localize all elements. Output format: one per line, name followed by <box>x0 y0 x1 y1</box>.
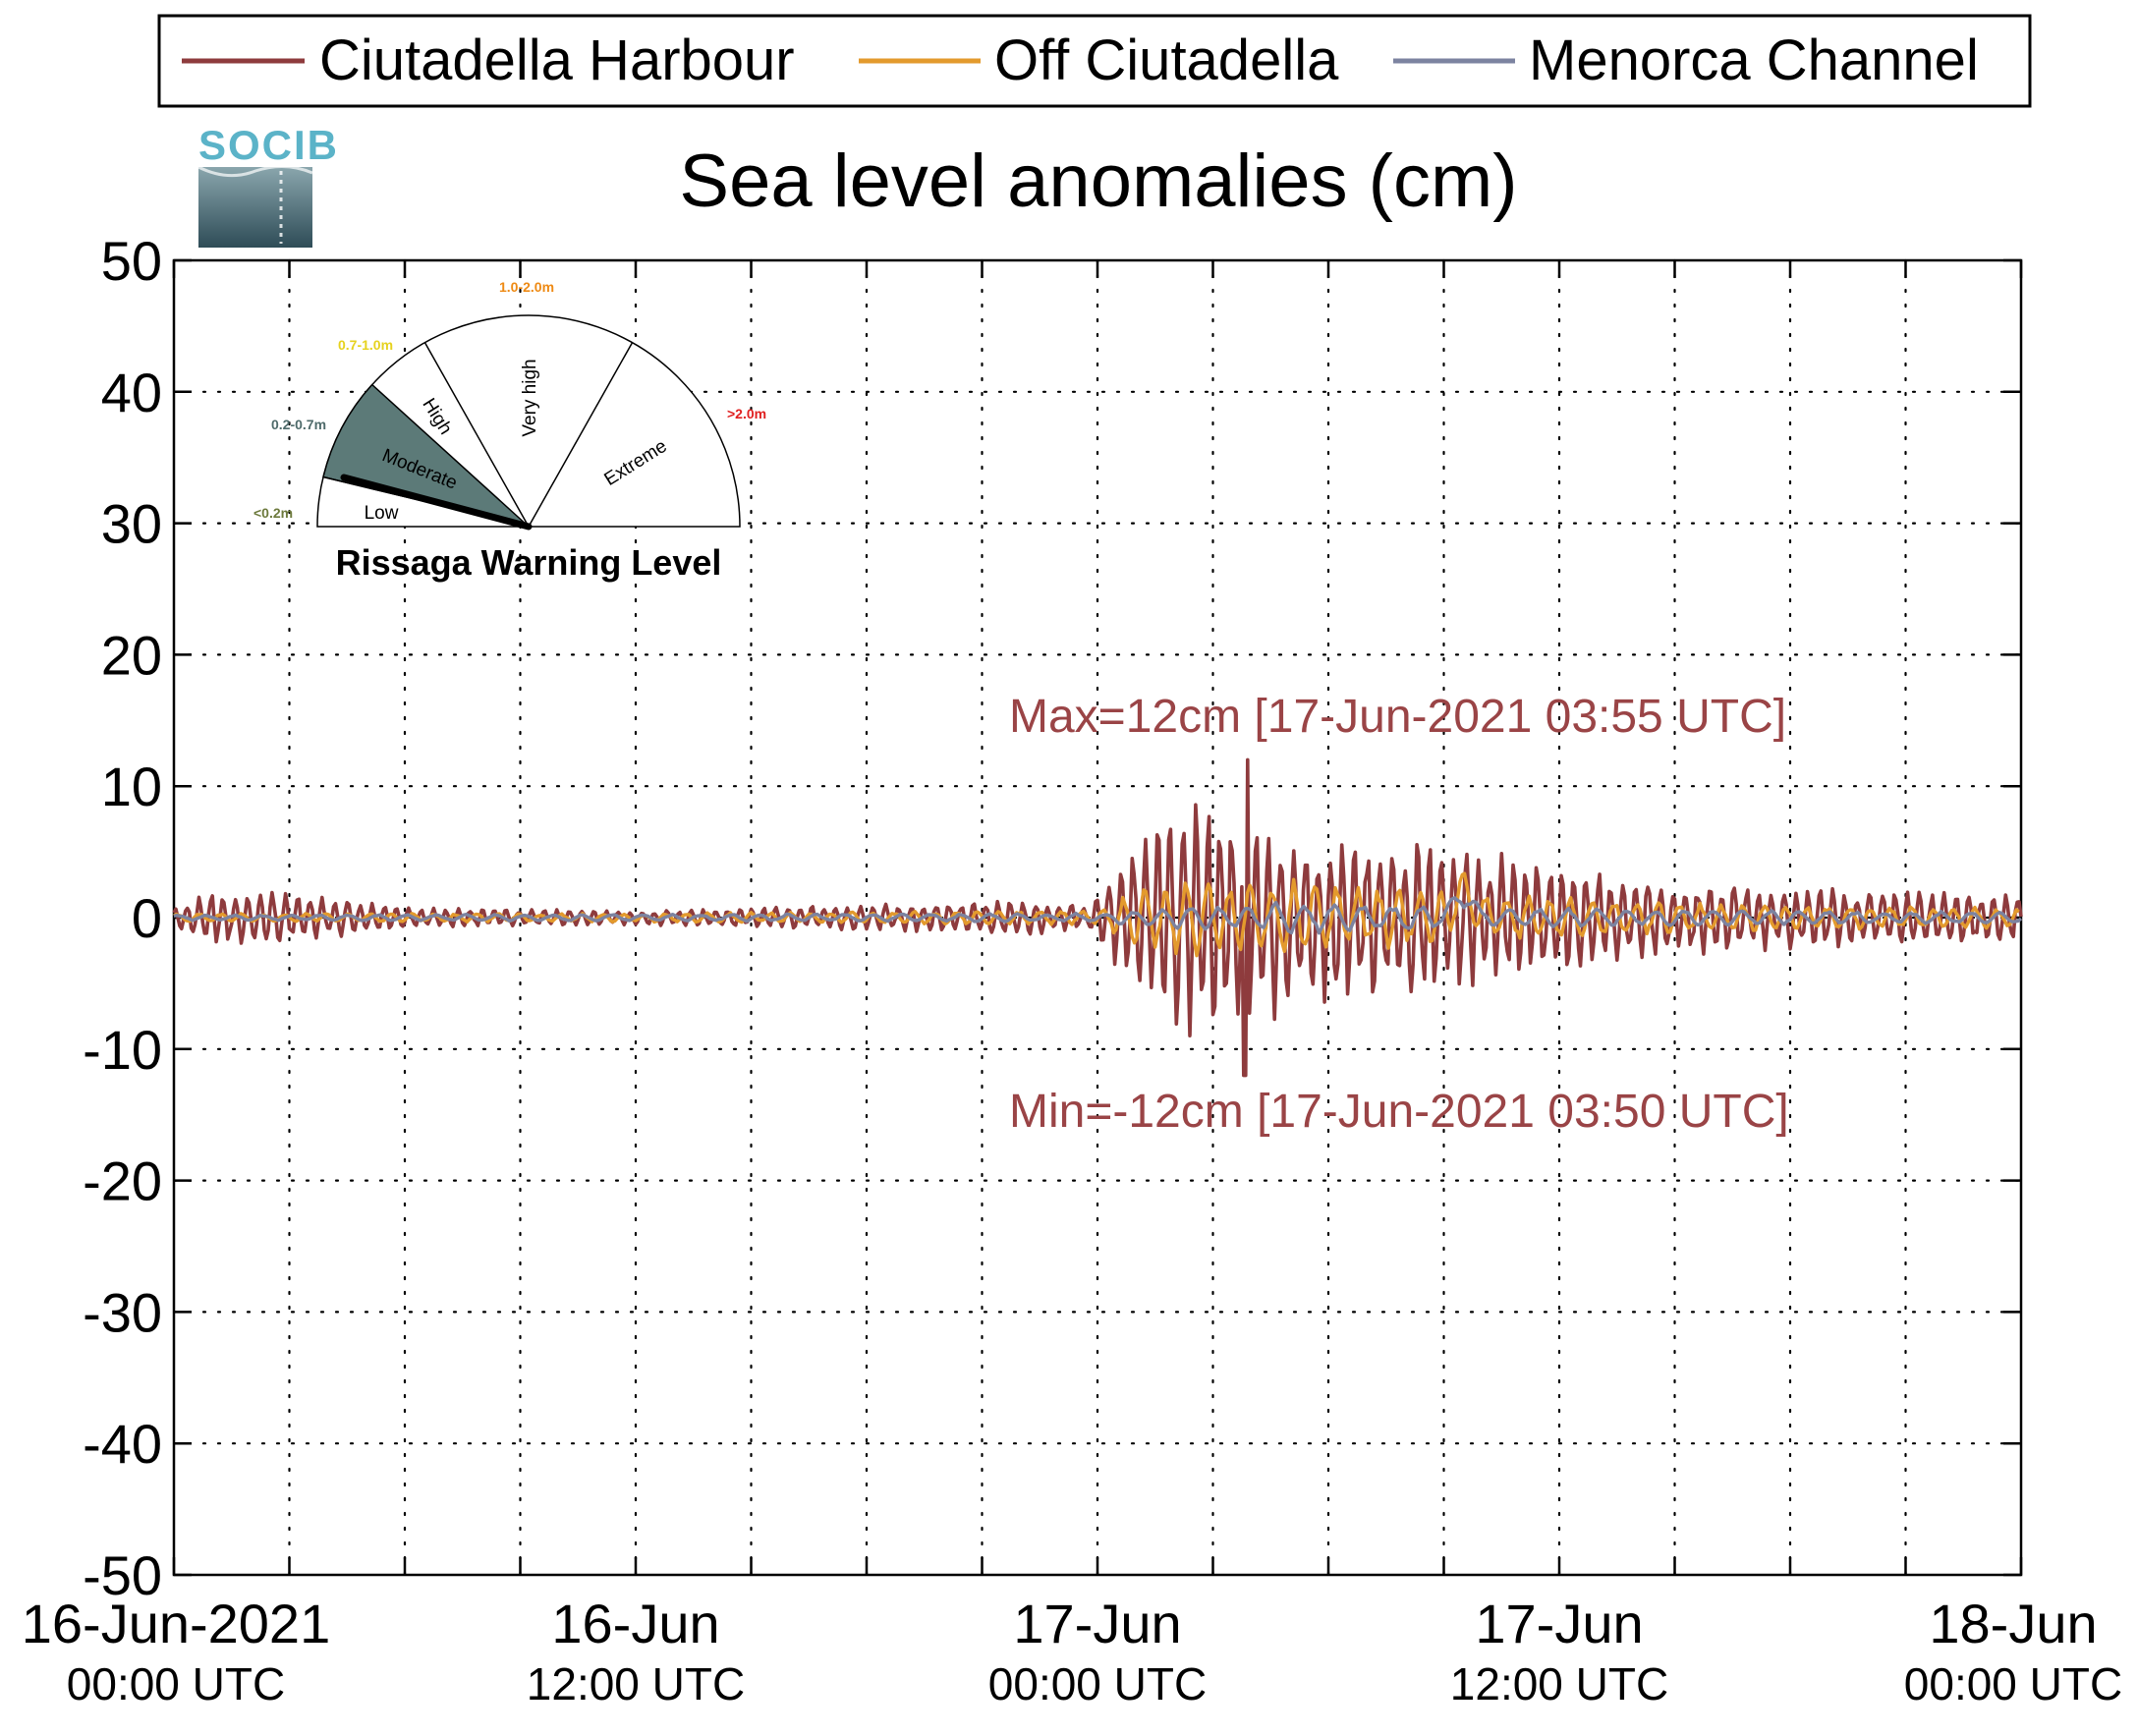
legend-label-menorca-channel: Menorca Channel <box>1529 28 1979 92</box>
gauge-title: Rissaga Warning Level <box>336 542 722 583</box>
y-tick-label: 0 <box>132 887 162 949</box>
y-tick-label: -40 <box>83 1413 162 1475</box>
gauge-divider-veryhigh <box>528 342 634 528</box>
x-tick-label-date: 16-Jun-2021 <box>22 1593 330 1654</box>
series-off-ciutadella <box>173 871 2020 958</box>
y-tick-label: -50 <box>83 1544 162 1606</box>
gauge-range-extreme: >2.0m <box>727 406 766 421</box>
legend-box <box>157 14 2032 108</box>
min-annotation: Min=-12cm [17-Jun-2021 03:50 UTC] <box>1009 1086 1789 1138</box>
y-tick-label: 30 <box>101 493 162 555</box>
y-axis-ticks: 50 40 30 20 10 0 -10 -20 -30 -40 -50 <box>83 230 2021 1606</box>
gauge-label-veryhigh: Very high <box>520 359 540 436</box>
max-annotation: Max=12cm [17-Jun-2021 03:55 UTC] <box>1009 691 1786 743</box>
series-menorca-channel <box>173 896 2023 935</box>
x-tick-label-time: 00:00 UTC <box>1904 1658 2122 1709</box>
socib-logo: SOCIB <box>197 122 339 248</box>
logo-block <box>198 167 312 248</box>
legend-label-off-ciutadella: Off Ciutadella <box>994 28 1339 92</box>
y-tick-label: -30 <box>83 1281 162 1343</box>
y-tick-label: -10 <box>83 1019 162 1081</box>
x-tick-label-time: 00:00 UTC <box>67 1658 285 1709</box>
gauge-divider-high <box>423 342 530 528</box>
gauge-sector-moderate <box>322 383 530 528</box>
y-tick-label: 10 <box>101 756 162 817</box>
y-tick-label: -20 <box>83 1150 162 1212</box>
legend: Ciutadella Harbour Off Ciutadella Menorc… <box>157 14 2032 108</box>
logo-text: SOCIB <box>198 122 339 168</box>
gauge-label-low: Low <box>365 503 399 524</box>
x-tick-label-date: 18-Jun <box>1929 1593 2097 1654</box>
gauge-range-low: <0.2m <box>253 505 293 521</box>
x-tick-label-time: 00:00 UTC <box>988 1658 1207 1709</box>
y-tick-label: 50 <box>101 230 162 292</box>
series-group <box>172 757 2023 1078</box>
gauge-needle <box>340 474 533 531</box>
x-tick-label-date: 17-Jun <box>1013 1593 1181 1654</box>
gauge-range-high: 0.7-1.0m <box>338 337 393 353</box>
x-tick-label-date: 17-Jun <box>1475 1593 1643 1654</box>
y-tick-label: 40 <box>101 362 162 423</box>
logo-wave <box>197 165 313 178</box>
gauge-range-moderate: 0.2-0.7m <box>271 417 326 432</box>
gauge-range-veryhigh: 1.0-2.0m <box>499 279 554 295</box>
x-tick-label-time: 12:00 UTC <box>1450 1658 1668 1709</box>
rissaga-warning-gauge: Low Moderate High Very high Extreme <0.2… <box>253 279 766 583</box>
x-tick-label-time: 12:00 UTC <box>527 1658 745 1709</box>
legend-label-ciutadella-harbour: Ciutadella Harbour <box>319 28 795 92</box>
chart-title: Sea level anomalies (cm) <box>679 140 1517 223</box>
x-tick-label-date: 16-Jun <box>551 1593 719 1654</box>
y-tick-label: 20 <box>101 624 162 686</box>
